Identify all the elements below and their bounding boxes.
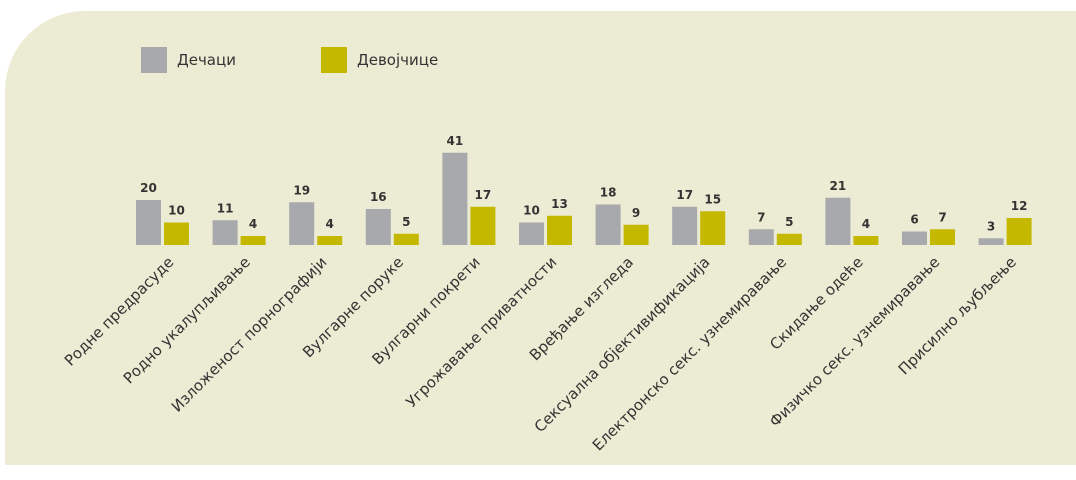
bar-boys-0 xyxy=(136,200,161,245)
value-label-boys-2: 19 xyxy=(293,183,310,197)
value-label-boys-9: 21 xyxy=(830,179,847,193)
value-label-boys-7: 17 xyxy=(676,188,693,202)
bar-girls-9 xyxy=(853,236,879,245)
bar-girls-2 xyxy=(317,236,343,245)
bar-boys-8 xyxy=(748,229,774,245)
bar-boys-6 xyxy=(595,204,621,245)
bar-girls-4 xyxy=(470,206,496,245)
value-label-girls-9: 4 xyxy=(862,217,870,231)
value-label-girls-6: 9 xyxy=(632,206,640,220)
bar-boys-2 xyxy=(289,202,315,245)
value-label-girls-7: 15 xyxy=(704,192,721,206)
value-label-boys-0: 20 xyxy=(140,181,157,195)
bar-boys-3 xyxy=(365,209,391,245)
legend-item-girls: Девојчице xyxy=(321,47,438,73)
value-label-boys-1: 11 xyxy=(217,201,234,215)
value-label-boys-10: 6 xyxy=(910,213,918,227)
category-label-5: Угрожавање приватности xyxy=(402,253,560,411)
bar-boys-9 xyxy=(825,197,851,245)
value-label-boys-5: 10 xyxy=(523,204,540,218)
bar-boys-4 xyxy=(442,152,468,245)
value-label-boys-6: 18 xyxy=(600,186,617,200)
bar-girls-8 xyxy=(776,233,802,245)
bar-girls-6 xyxy=(623,224,649,245)
value-label-girls-11: 12 xyxy=(1011,199,1028,213)
bar-girls-1 xyxy=(240,236,266,245)
bar-girls-7 xyxy=(700,211,726,245)
value-label-girls-5: 13 xyxy=(551,197,568,211)
bar-girls-5 xyxy=(547,215,572,245)
bar-girls-10 xyxy=(930,229,955,245)
category-label-10: Физичко секс. узнемиравање xyxy=(766,253,943,430)
bar-girls-3 xyxy=(393,233,419,245)
value-label-boys-8: 7 xyxy=(757,210,765,224)
bar-boys-11 xyxy=(978,238,1004,245)
bar-boys-10 xyxy=(902,231,927,245)
value-label-boys-3: 16 xyxy=(370,190,387,204)
bar-boys-5 xyxy=(519,222,544,245)
legend-label-boys: Дечаци xyxy=(177,51,236,69)
legend-swatch-boys xyxy=(141,47,167,73)
value-label-girls-1: 4 xyxy=(249,217,257,231)
value-label-boys-11: 3 xyxy=(987,219,995,233)
legend-item-boys: Дечаци xyxy=(141,47,236,73)
value-label-boys-4: 41 xyxy=(447,134,464,148)
bar-girls-0 xyxy=(164,222,189,245)
value-label-girls-8: 5 xyxy=(785,215,793,229)
bar-girls-11 xyxy=(1006,218,1032,245)
category-label-2: Изложеност порнографији xyxy=(168,253,331,416)
value-label-girls-4: 17 xyxy=(475,188,492,202)
legend-label-girls: Девојчице xyxy=(357,51,439,69)
value-label-girls-3: 5 xyxy=(402,215,410,229)
value-label-girls-0: 10 xyxy=(168,204,185,218)
value-label-girls-2: 4 xyxy=(326,217,334,231)
legend-swatch-girls xyxy=(321,47,347,73)
bar-boys-7 xyxy=(672,206,698,245)
value-label-girls-10: 7 xyxy=(938,210,946,224)
category-label-1: Родно укалупљивање xyxy=(120,253,254,387)
bar-boys-1 xyxy=(212,220,238,245)
